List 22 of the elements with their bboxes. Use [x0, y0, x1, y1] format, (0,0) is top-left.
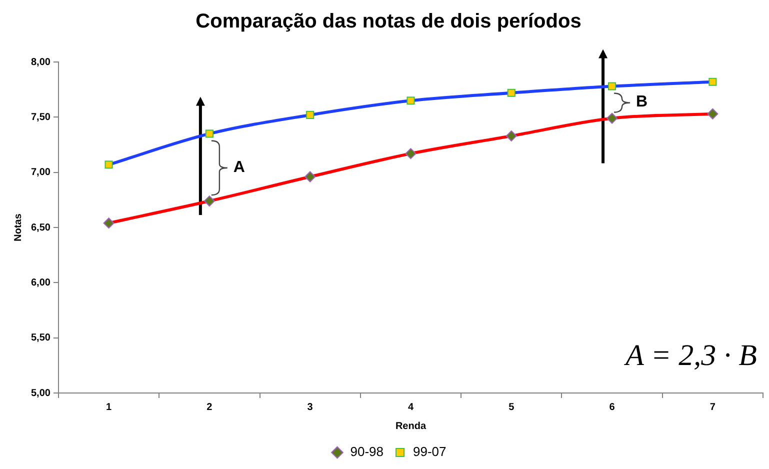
x-tick-label: 6	[609, 402, 616, 413]
x-tick-label: 5	[508, 402, 515, 413]
x-axis-title: Renda	[395, 420, 426, 432]
legend-label: 99-07	[413, 444, 446, 460]
annotation: A = 2,3 · B	[624, 339, 757, 372]
x-tick-label: 4	[408, 402, 414, 413]
y-tick-label: 5,50	[30, 332, 51, 344]
x-tick-label: 3	[307, 402, 314, 413]
x-tick-label: 7	[710, 402, 716, 413]
y-axis-title: Notas	[12, 213, 24, 242]
y-tick-label: 7,00	[30, 167, 51, 178]
chart-title: Comparação das notas de dois períodos	[196, 10, 582, 33]
y-tick-label: 6,00	[30, 277, 51, 288]
y-tick-label: 8,00	[30, 56, 51, 68]
x-tick-label: 1	[106, 402, 112, 413]
annotation: A	[233, 158, 246, 176]
y-tick-label: 6,50	[30, 222, 51, 234]
y-tick-label: 7,50	[30, 112, 51, 123]
legend-label: 90-98	[350, 444, 384, 460]
y-tick-label: 5,00	[30, 388, 51, 399]
annotation: B	[636, 94, 648, 111]
x-tick-label: 2	[206, 402, 213, 413]
